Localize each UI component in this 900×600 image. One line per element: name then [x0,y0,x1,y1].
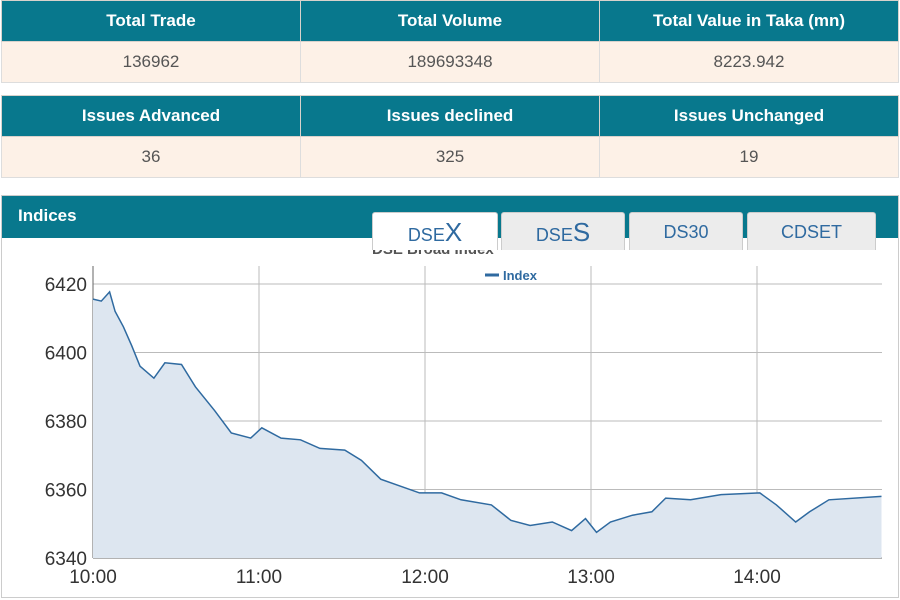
y-tick-label: 6400 [45,344,87,365]
header-issues-declined: Issues declined [300,95,600,137]
header-total-value: Total Value in Taka (mn) [599,0,899,42]
total-volume-value: 189693348 [300,41,600,83]
tab-label: CDSET [780,222,842,242]
total-value-taka: 8223.942 [599,41,899,83]
tab-label: DSE [535,225,573,245]
indices-title: Indices [18,206,77,225]
tab-label: DSE [407,225,445,245]
y-tick-label: 6340 [45,549,87,570]
y-tick-label: 6360 [45,481,87,502]
tab-ds30[interactable]: DS30 [629,212,743,250]
tab-label: DS30 [663,222,709,242]
issues-declined-value: 325 [300,136,600,178]
issues-table: Issues Advanced Issues declined Issues Unc… [1,95,899,178]
tab-dsex[interactable]: DSEX [372,212,498,250]
index-line [92,290,882,534]
index-chart: 6340 6360 6380 6400 6420 10:00 11:00 12:00 13:00… [45,241,882,588]
tab-dses[interactable]: DSES [501,212,625,250]
market-summary-table: Total Trade Total Volume Total Value in Ta… [1,0,899,83]
header-issues-unchanged: Issues Unchanged [599,95,899,137]
x-tick-label: 14:00 [733,567,781,588]
issues-unchanged-value: 19 [599,136,899,178]
index-area [93,291,882,558]
header-total-volume: Total Volume [300,0,600,42]
indices-panel: Indices 6340 6360 6380 6400 6420 10:00 11:00 12… [1,195,899,598]
x-tick-label: 11:00 [236,567,282,588]
header-total-trade: Total Trade [1,0,301,42]
tab-cdset[interactable]: CDSET [747,212,876,250]
issues-advanced-value: 36 [1,136,301,178]
x-tick-label: 10:00 [69,567,117,588]
tab-label-suffix: X [444,217,463,247]
header-issues-advanced: Issues Advanced [1,95,301,137]
legend-label: Index [503,268,538,283]
x-tick-label: 13:00 [567,567,615,588]
y-tick-label: 6380 [45,412,87,433]
total-trade-value: 136962 [1,41,301,83]
x-tick-label: 12:00 [401,567,449,588]
tab-label-suffix: S [572,217,591,247]
y-tick-label: 6420 [45,275,87,296]
